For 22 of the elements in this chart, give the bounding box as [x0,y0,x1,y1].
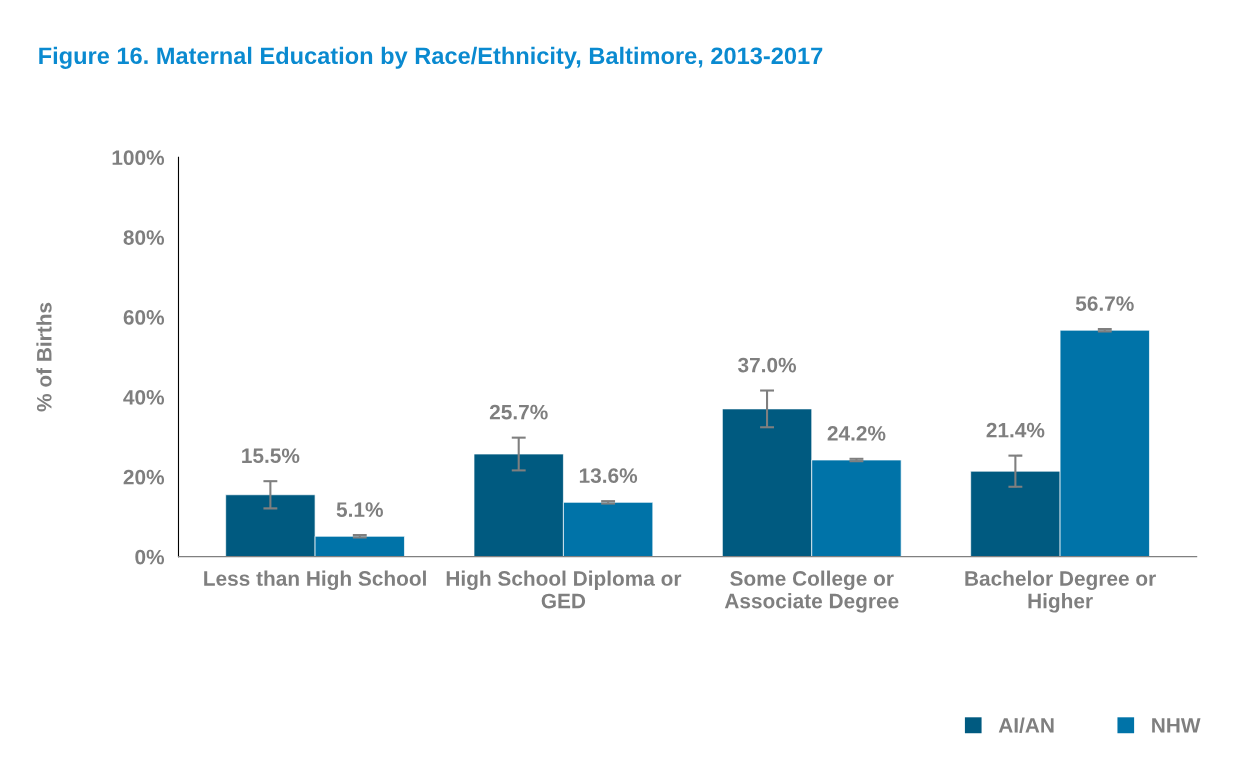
y-tick-label: 100% [112,150,165,166]
data-label: 24.2% [827,425,886,441]
data-label: 13.6% [579,468,638,484]
x-tick-label: Less than High School [204,570,426,591]
y-tick-label: 80% [123,230,165,245]
x-tick-label: Some College or Associate Degree [724,570,899,613]
y-tick-label: 40% [123,389,165,405]
chart-title: Figure 16. Maternal Education by Race/Ethnicity, Baltimore, 2013-2017 [39,46,823,69]
data-label: 37.0% [737,357,797,373]
data-label: 5.1% [336,502,383,517]
x-tick-label: Bachelor Degree or Higher [965,570,1156,613]
data-label: 15.5% [242,448,300,464]
data-label: 25.7% [489,404,548,420]
x-tick-label: High School Diploma or GED [446,570,682,609]
data-label: 21.4% [986,422,1045,438]
y-axis-title: % of Births [36,302,52,412]
data-label: 56.7% [1075,296,1134,311]
y-tick-label: 60% [123,310,165,325]
y-tick-label: 0% [135,549,165,565]
legend-label: AI/AN [998,717,1054,733]
legend-label: NHW [1152,718,1201,733]
y-tick-label: 20% [123,469,165,485]
